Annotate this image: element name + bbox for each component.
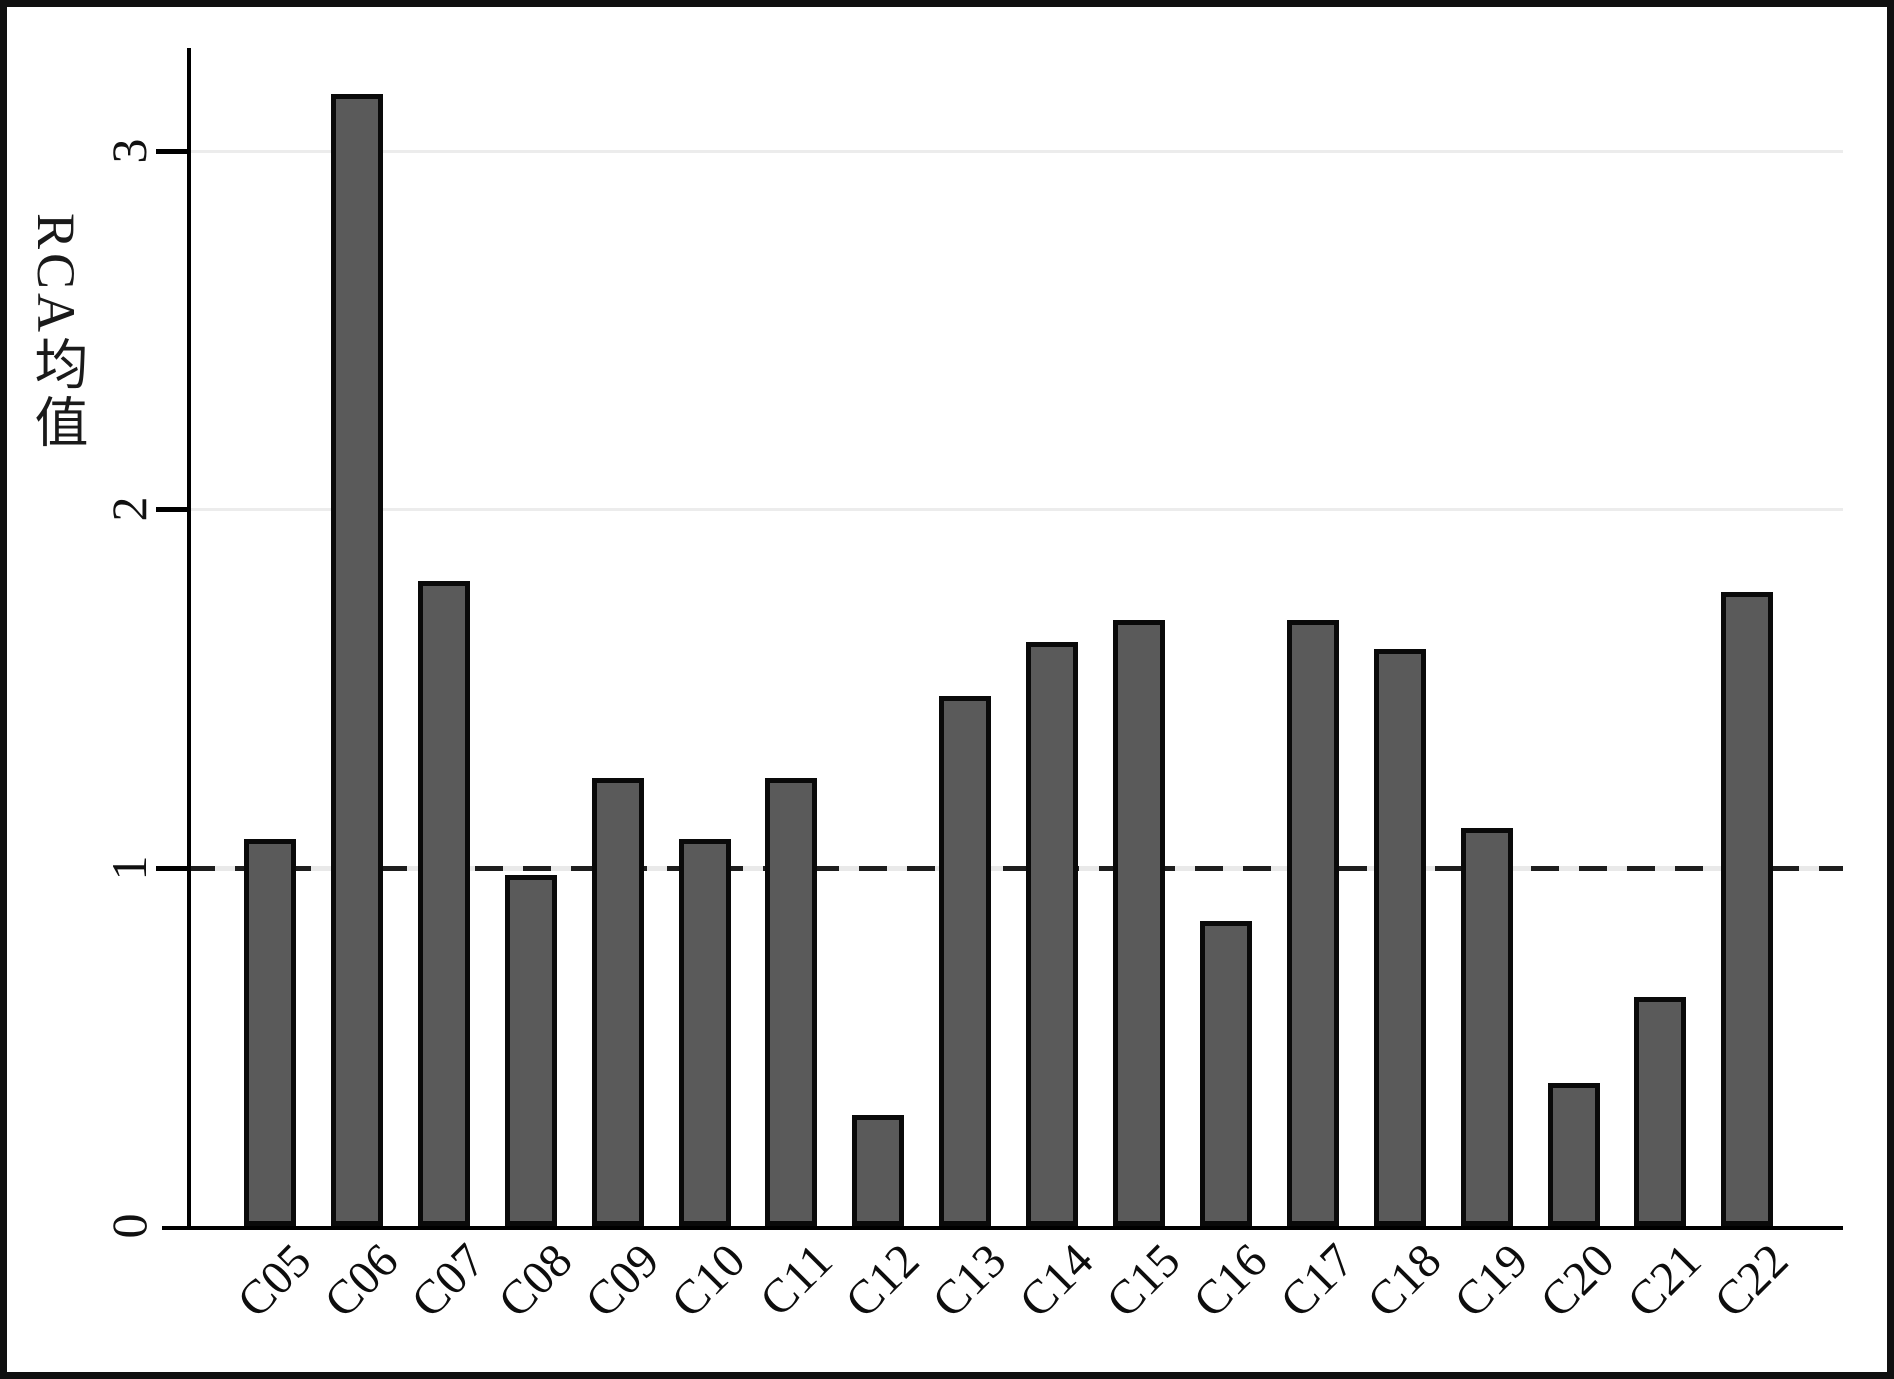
x-tick-label-C19: C19 [1443, 1233, 1538, 1328]
bar-C22 [1721, 591, 1774, 1226]
y-axis-title: RCA均值 [26, 213, 86, 453]
bar-C07 [417, 581, 470, 1226]
x-tick-label-C18: C18 [1356, 1233, 1452, 1328]
y-tick-2 [156, 507, 187, 513]
bar-C11 [765, 778, 818, 1226]
bar-C09 [591, 778, 644, 1226]
y-tick-label-3: 3 [101, 138, 157, 164]
bar-C08 [504, 874, 557, 1226]
x-tick-label-C08: C08 [487, 1233, 583, 1328]
x-tick-label-C22: C22 [1704, 1233, 1799, 1328]
x-tick-label-C11: C11 [749, 1233, 843, 1327]
reference-line-y1 [187, 865, 1843, 871]
x-tick-label-C13: C13 [922, 1233, 1017, 1328]
y-tick-1 [156, 865, 187, 871]
bar-C16 [1199, 921, 1252, 1226]
x-tick-label-C17: C17 [1270, 1233, 1365, 1328]
x-tick-label-C09: C09 [574, 1233, 669, 1328]
x-tick-label-C16: C16 [1183, 1233, 1278, 1328]
bar-C12 [852, 1114, 905, 1226]
x-axis-line [162, 1226, 1843, 1230]
x-tick-label-C21: C21 [1617, 1233, 1712, 1328]
y-tick-label-2: 2 [101, 496, 157, 522]
x-tick-label-C06: C06 [314, 1233, 409, 1328]
bar-C20 [1547, 1082, 1600, 1226]
y-tick-label-0: 0 [101, 1213, 157, 1239]
bar-C19 [1460, 828, 1513, 1226]
x-tick-label-C05: C05 [227, 1233, 322, 1328]
bar-C21 [1634, 996, 1687, 1226]
x-tick-label-C12: C12 [835, 1233, 930, 1328]
y-tick-label-1: 1 [101, 855, 157, 881]
bar-C05 [244, 839, 296, 1226]
x-tick-label-C20: C20 [1530, 1233, 1625, 1328]
bar-C14 [1026, 641, 1079, 1226]
bar-C15 [1113, 620, 1165, 1226]
bar-C10 [678, 839, 731, 1226]
x-tick-label-C07: C07 [401, 1233, 496, 1328]
bar-C18 [1373, 649, 1426, 1226]
x-tick-label-C15: C15 [1096, 1233, 1191, 1328]
x-tick-label-C10: C10 [661, 1233, 756, 1328]
y-tick-3 [156, 149, 187, 154]
y-axis-line [187, 48, 191, 1230]
x-tick-label-C14: C14 [1009, 1233, 1104, 1328]
bar-C06 [330, 93, 383, 1226]
y-gridline-3 [187, 150, 1843, 153]
bar-C17 [1286, 620, 1339, 1226]
y-gridline-2 [187, 508, 1843, 512]
bar-C13 [939, 695, 992, 1226]
